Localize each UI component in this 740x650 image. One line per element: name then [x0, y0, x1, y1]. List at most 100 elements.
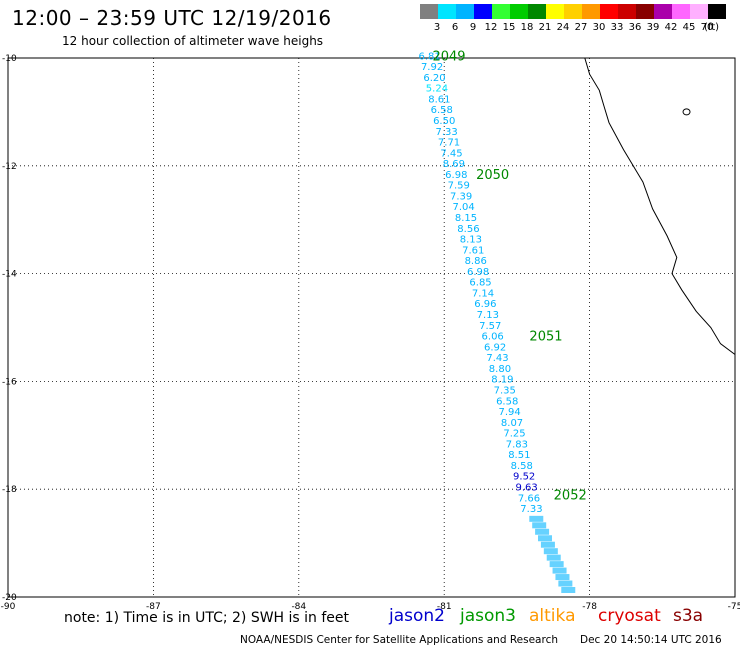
- units-note: note: 1) Time is in UTC; 2) SWH is in fe…: [64, 610, 350, 626]
- swh-dense-mark: [535, 528, 550, 535]
- swh-value-label: 7.92: [421, 62, 443, 73]
- legend-label: 18: [520, 22, 534, 33]
- legend-swatch: [708, 4, 726, 19]
- swh-dense-mark: [532, 522, 547, 529]
- swh-value-label: 6.98: [467, 267, 489, 278]
- swh-value-label: 9.63: [515, 483, 537, 494]
- legend-swatch: [582, 4, 600, 19]
- swh-value-label: 8.19: [491, 375, 513, 386]
- map-subtitle: 12 hour collection of altimeter wave hei…: [62, 34, 324, 48]
- pass-number-label: 2051: [529, 330, 562, 345]
- swh-value-label: 8.61: [428, 94, 450, 105]
- swh-value-label: 8.15: [455, 213, 477, 224]
- legend-label: 15: [502, 22, 516, 33]
- latitude-tick-label: -14: [2, 270, 17, 280]
- legend-label: 24: [556, 22, 570, 33]
- swh-value-label: 6.20: [423, 73, 445, 84]
- swh-value-label: 6.50: [433, 116, 455, 127]
- latitude-tick-label: -10: [2, 54, 17, 64]
- latitude-tick-label: -20: [2, 593, 17, 603]
- swh-dense-mark: [538, 535, 553, 542]
- swh-value-label: 7.61: [462, 245, 484, 256]
- legend-swatch: [672, 4, 690, 19]
- swh-value-label: 7.66: [518, 493, 540, 504]
- swh-value-label: 7.33: [435, 127, 457, 138]
- legend-swatch: [546, 4, 564, 19]
- legend-swatch: [600, 4, 618, 19]
- legend-label: 33: [610, 22, 624, 33]
- legend-label: 39: [646, 22, 660, 33]
- satellite-label-altika: altika: [529, 606, 576, 626]
- swh-value-label: 7.43: [486, 353, 508, 364]
- swh-dense-mark: [540, 541, 555, 548]
- swh-value-label: 6.81: [419, 51, 441, 62]
- satellite-label-s3a: s3a: [673, 606, 704, 626]
- satellite-label-jason3: jason3: [460, 606, 516, 626]
- longitude-tick-label: -84: [291, 602, 306, 612]
- island-outline: [682, 108, 691, 116]
- pass-number-label: 2049: [432, 49, 465, 64]
- swh-dense-mark: [546, 554, 561, 561]
- swh-value-label: 6.58: [431, 105, 453, 116]
- longitude-tick-label: -90: [1, 602, 16, 612]
- swh-value-label: 7.45: [440, 148, 462, 159]
- swh-value-label: 8.07: [501, 418, 523, 429]
- legend-swatch: [564, 4, 582, 19]
- swh-value-label: 7.04: [452, 202, 474, 213]
- swh-value-label: 7.83: [506, 439, 528, 450]
- swh-value-label: 8.51: [508, 450, 530, 461]
- legend-label: 27: [574, 22, 588, 33]
- legend-label: 36: [628, 22, 642, 33]
- swh-value-label: 7.94: [498, 407, 520, 418]
- swh-value-label: 6.58: [496, 396, 518, 407]
- longitude-tick-label: -78: [582, 602, 597, 612]
- satellite-label-cryosat: cryosat: [598, 606, 661, 626]
- swh-value-label: 6.06: [482, 332, 504, 343]
- swh-value-label: 5.24: [426, 84, 448, 95]
- swh-value-label: 7.33: [520, 504, 542, 515]
- swh-dense-mark: [543, 548, 558, 555]
- legend-swatch: [474, 4, 492, 19]
- legend-label: 42: [664, 22, 678, 33]
- swh-value-label: 7.35: [494, 385, 516, 396]
- legend-label: 70: [700, 22, 714, 33]
- legend-swatch: [492, 4, 510, 19]
- swh-value-label: 6.92: [484, 342, 506, 353]
- swh-dense-mark: [552, 567, 567, 574]
- swh-value-label: 8.58: [511, 461, 533, 472]
- legend-swatch: [654, 4, 672, 19]
- swh-dense-mark: [555, 574, 570, 581]
- legend-swatch: [618, 4, 636, 19]
- legend-label: 9: [469, 22, 477, 33]
- swh-value-label: 8.56: [457, 224, 479, 235]
- swh-value-label: 7.25: [503, 429, 525, 440]
- legend-label: 6: [451, 22, 459, 33]
- legend-swatch: [420, 4, 438, 19]
- legend-unit: (ft): [704, 22, 720, 33]
- swh-value-label: 7.59: [448, 181, 470, 192]
- latitude-tick-label: -12: [2, 162, 17, 172]
- longitude-tick-label: -87: [146, 602, 161, 612]
- swh-dense-mark: [529, 515, 544, 522]
- swh-dense-mark: [549, 561, 564, 568]
- legend-label: 3: [433, 22, 441, 33]
- legend-swatch: [438, 4, 456, 19]
- swh-value-label: 6.85: [469, 278, 491, 289]
- coastline: [584, 57, 736, 355]
- latitude-tick-label: -18: [2, 485, 17, 495]
- pass-number-label: 2052: [554, 489, 587, 504]
- swh-value-label: 7.14: [472, 288, 494, 299]
- legend-swatch: [456, 4, 474, 19]
- map-frame: [7, 57, 736, 598]
- legend-swatch: [690, 4, 708, 19]
- longitude-tick-label: -81: [437, 602, 452, 612]
- legend-label: 30: [592, 22, 606, 33]
- legend-label: 45: [682, 22, 696, 33]
- swh-value-label: 9.52: [513, 472, 535, 483]
- swh-value-label: 6.96: [474, 299, 496, 310]
- credit-line: NOAA/NESDIS Center for Satellite Applica…: [240, 634, 558, 646]
- swh-dense-mark: [558, 580, 573, 587]
- swh-dense-mark: [561, 586, 576, 593]
- swh-value-label: 8.86: [465, 256, 487, 267]
